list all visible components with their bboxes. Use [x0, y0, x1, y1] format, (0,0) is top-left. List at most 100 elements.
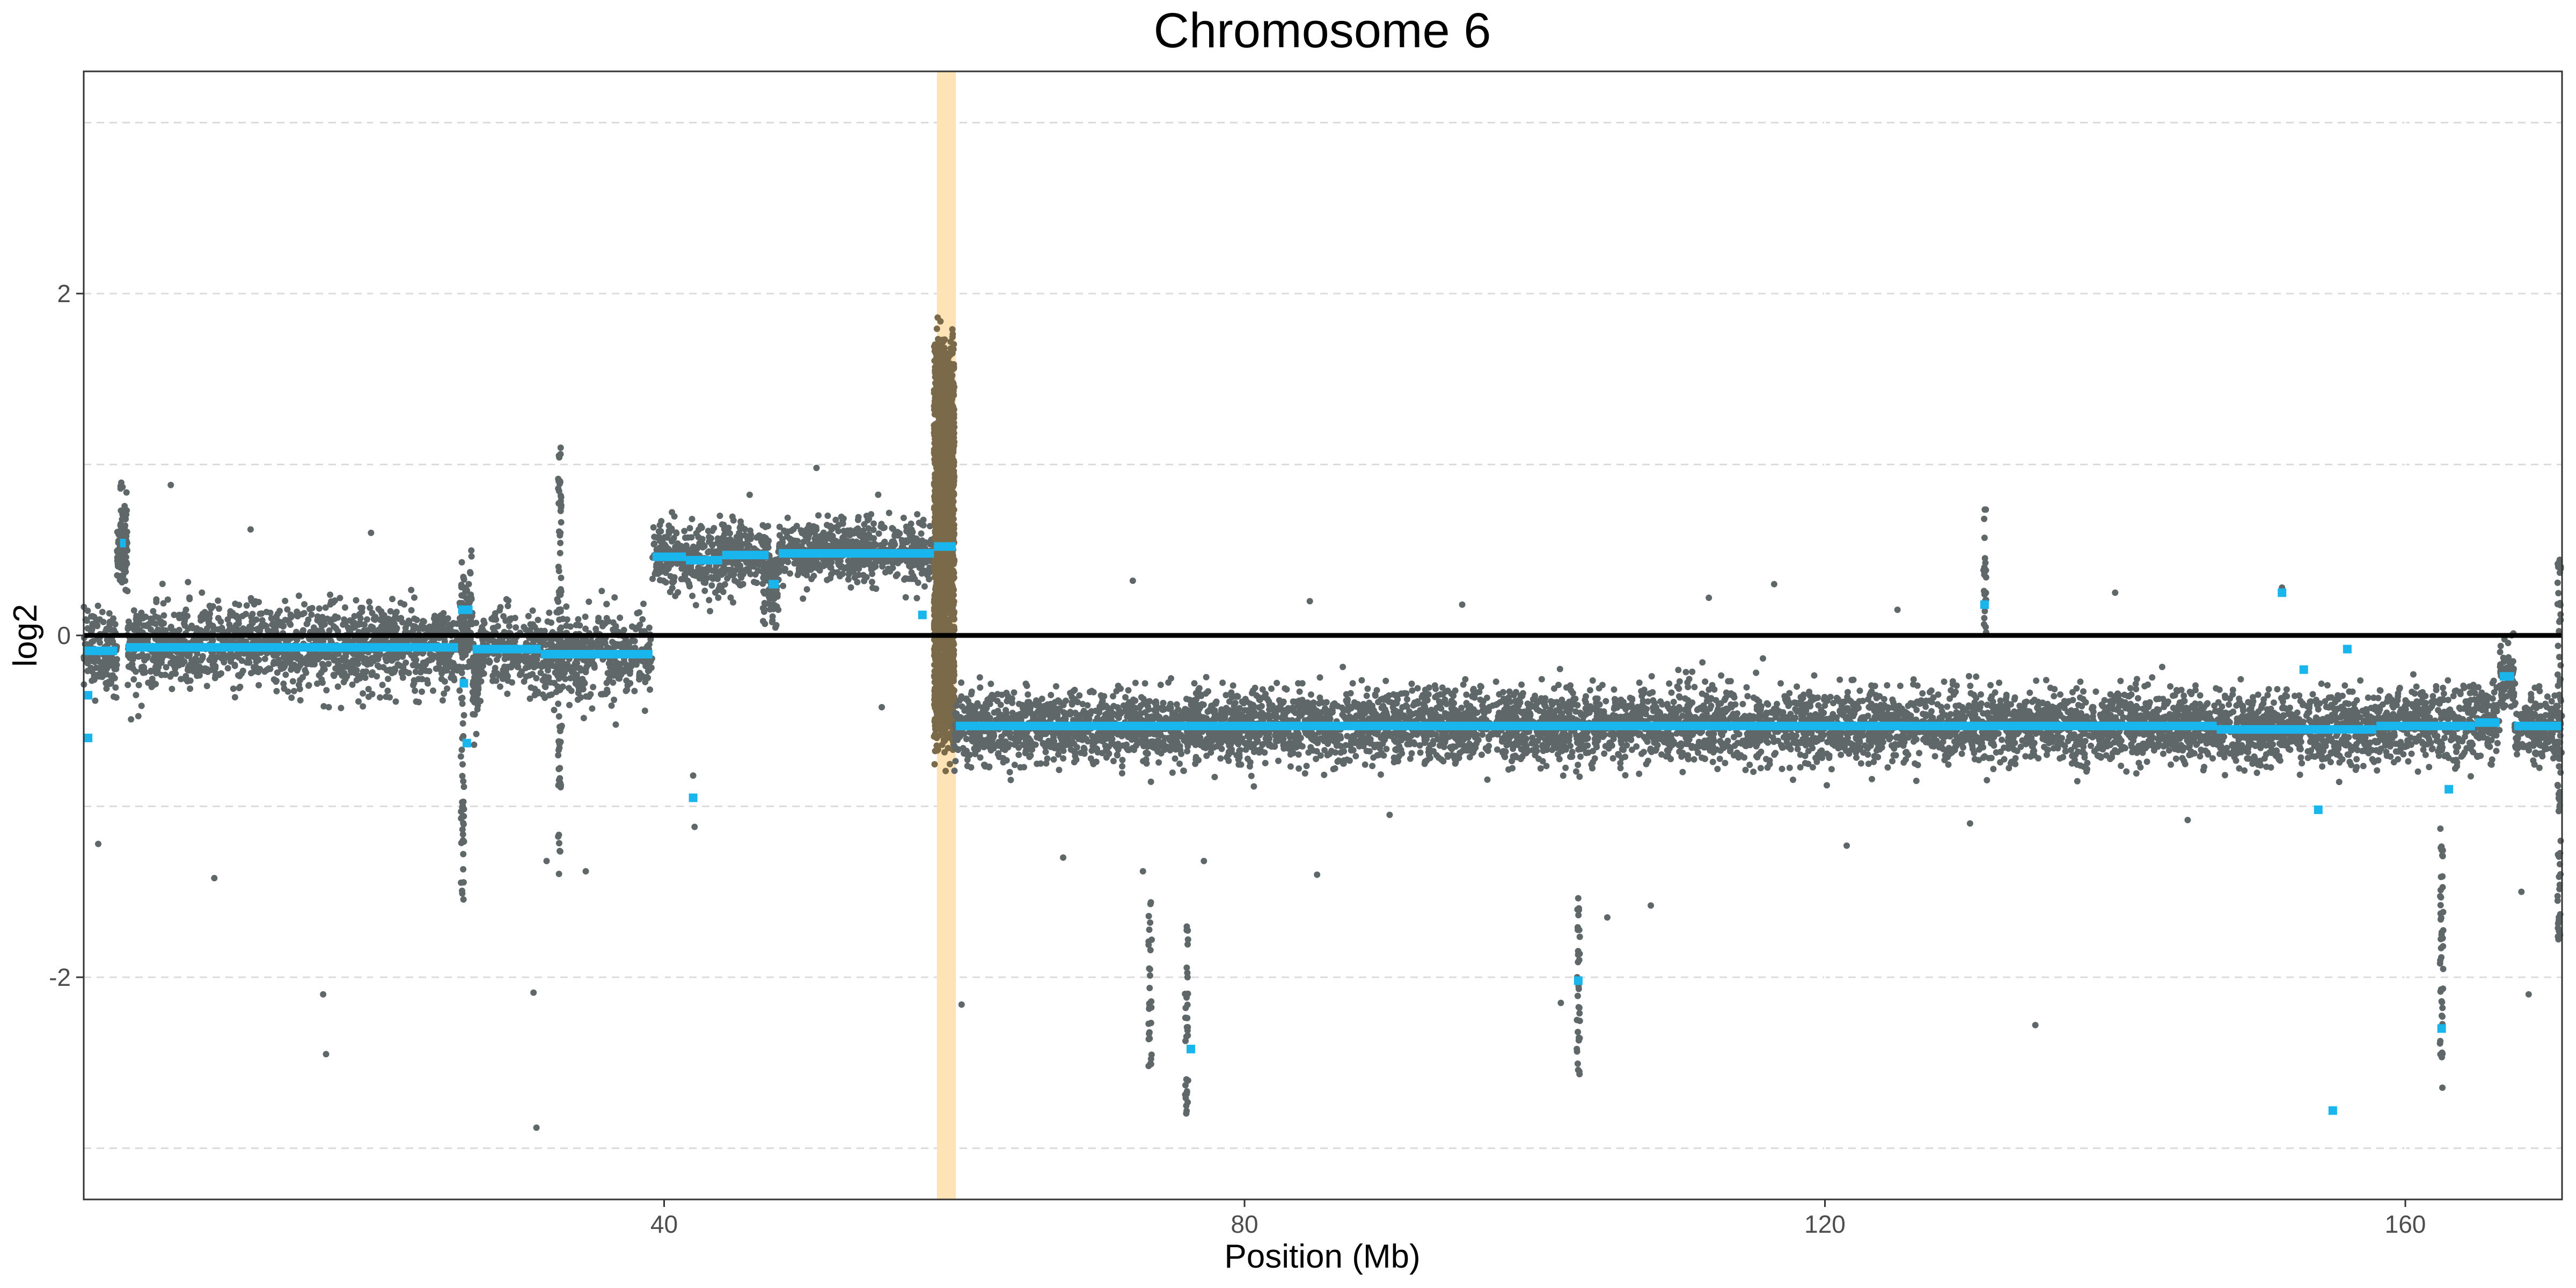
data-point [491, 638, 498, 645]
data-point [471, 711, 478, 718]
data-point [616, 642, 623, 649]
data-point [582, 666, 589, 672]
data-point [287, 611, 294, 618]
data-point [582, 625, 589, 632]
data-point [203, 627, 210, 634]
data-point [902, 594, 909, 601]
data-point [627, 680, 634, 687]
data-point [96, 673, 103, 680]
data-point [355, 698, 362, 705]
data-point [862, 539, 869, 546]
data-point [281, 663, 288, 670]
data-point [803, 586, 810, 593]
data-point [728, 566, 735, 573]
data-point [246, 627, 253, 634]
data-point [635, 624, 642, 631]
data-point [480, 617, 487, 624]
data-point [515, 663, 522, 670]
data-point [296, 592, 302, 599]
data-point [294, 613, 301, 620]
data-point [468, 547, 475, 554]
data-point [243, 602, 250, 609]
data-point [325, 661, 332, 667]
data-point [813, 540, 819, 546]
data-point [485, 636, 492, 643]
data-point [197, 613, 204, 620]
data-point [266, 665, 272, 672]
data-point [348, 669, 355, 676]
data-point [468, 553, 475, 560]
data-point [870, 526, 877, 533]
data-point [211, 657, 218, 664]
data-point [238, 670, 245, 677]
data-point [832, 516, 839, 523]
data-point [734, 543, 741, 550]
data-point [914, 579, 921, 586]
data-point [107, 639, 114, 646]
data-point [273, 677, 280, 684]
data-point [552, 643, 559, 650]
data-point [171, 611, 178, 618]
data-point [589, 705, 596, 712]
data-point [509, 679, 516, 686]
data-point [175, 626, 182, 633]
data-point [362, 674, 369, 681]
data-point [535, 617, 541, 624]
data-point [111, 693, 117, 700]
data-point [701, 587, 708, 594]
data-point [481, 657, 488, 664]
data-point [366, 598, 372, 605]
data-point [290, 687, 297, 694]
data-point [529, 607, 536, 614]
data-point [646, 624, 653, 631]
data-point [199, 589, 206, 596]
data-point [656, 522, 663, 529]
data-point [844, 564, 851, 570]
data-point [906, 531, 913, 538]
data-point [331, 616, 338, 622]
data-point [566, 701, 573, 708]
data-point [380, 612, 387, 619]
data-point [360, 703, 367, 710]
data-point [284, 688, 291, 695]
data-point [94, 654, 101, 661]
data-point [671, 574, 678, 581]
data-point [608, 702, 615, 709]
data-point [152, 620, 159, 627]
data-point [288, 663, 295, 670]
data-point [301, 610, 308, 617]
data-point [721, 581, 728, 588]
data-point [212, 663, 219, 670]
data-point [564, 616, 570, 623]
data-point [433, 623, 440, 630]
data-point [367, 604, 374, 611]
data-point [111, 665, 118, 672]
data-point [116, 546, 123, 553]
data-point [774, 593, 781, 600]
data-point [191, 668, 197, 675]
data-point [233, 650, 240, 657]
data-point [504, 690, 511, 697]
data-point [140, 669, 147, 676]
data-point [236, 602, 243, 609]
data-point [746, 492, 753, 498]
data-point [363, 616, 370, 623]
data-point [765, 523, 771, 530]
data-point [257, 610, 264, 617]
data-point [409, 637, 416, 644]
data-point [641, 674, 648, 681]
data-point [255, 682, 262, 689]
data-point [835, 528, 842, 535]
data-point [604, 644, 611, 651]
data-point [160, 612, 167, 619]
data-point [106, 610, 113, 617]
data-point [357, 615, 364, 622]
data-point [261, 655, 268, 662]
data-point [521, 678, 528, 685]
data-point [626, 670, 633, 677]
data-point [821, 535, 828, 542]
data-point [722, 566, 729, 573]
data-point [689, 592, 696, 599]
data-point [845, 558, 852, 564]
data-point [397, 599, 404, 606]
